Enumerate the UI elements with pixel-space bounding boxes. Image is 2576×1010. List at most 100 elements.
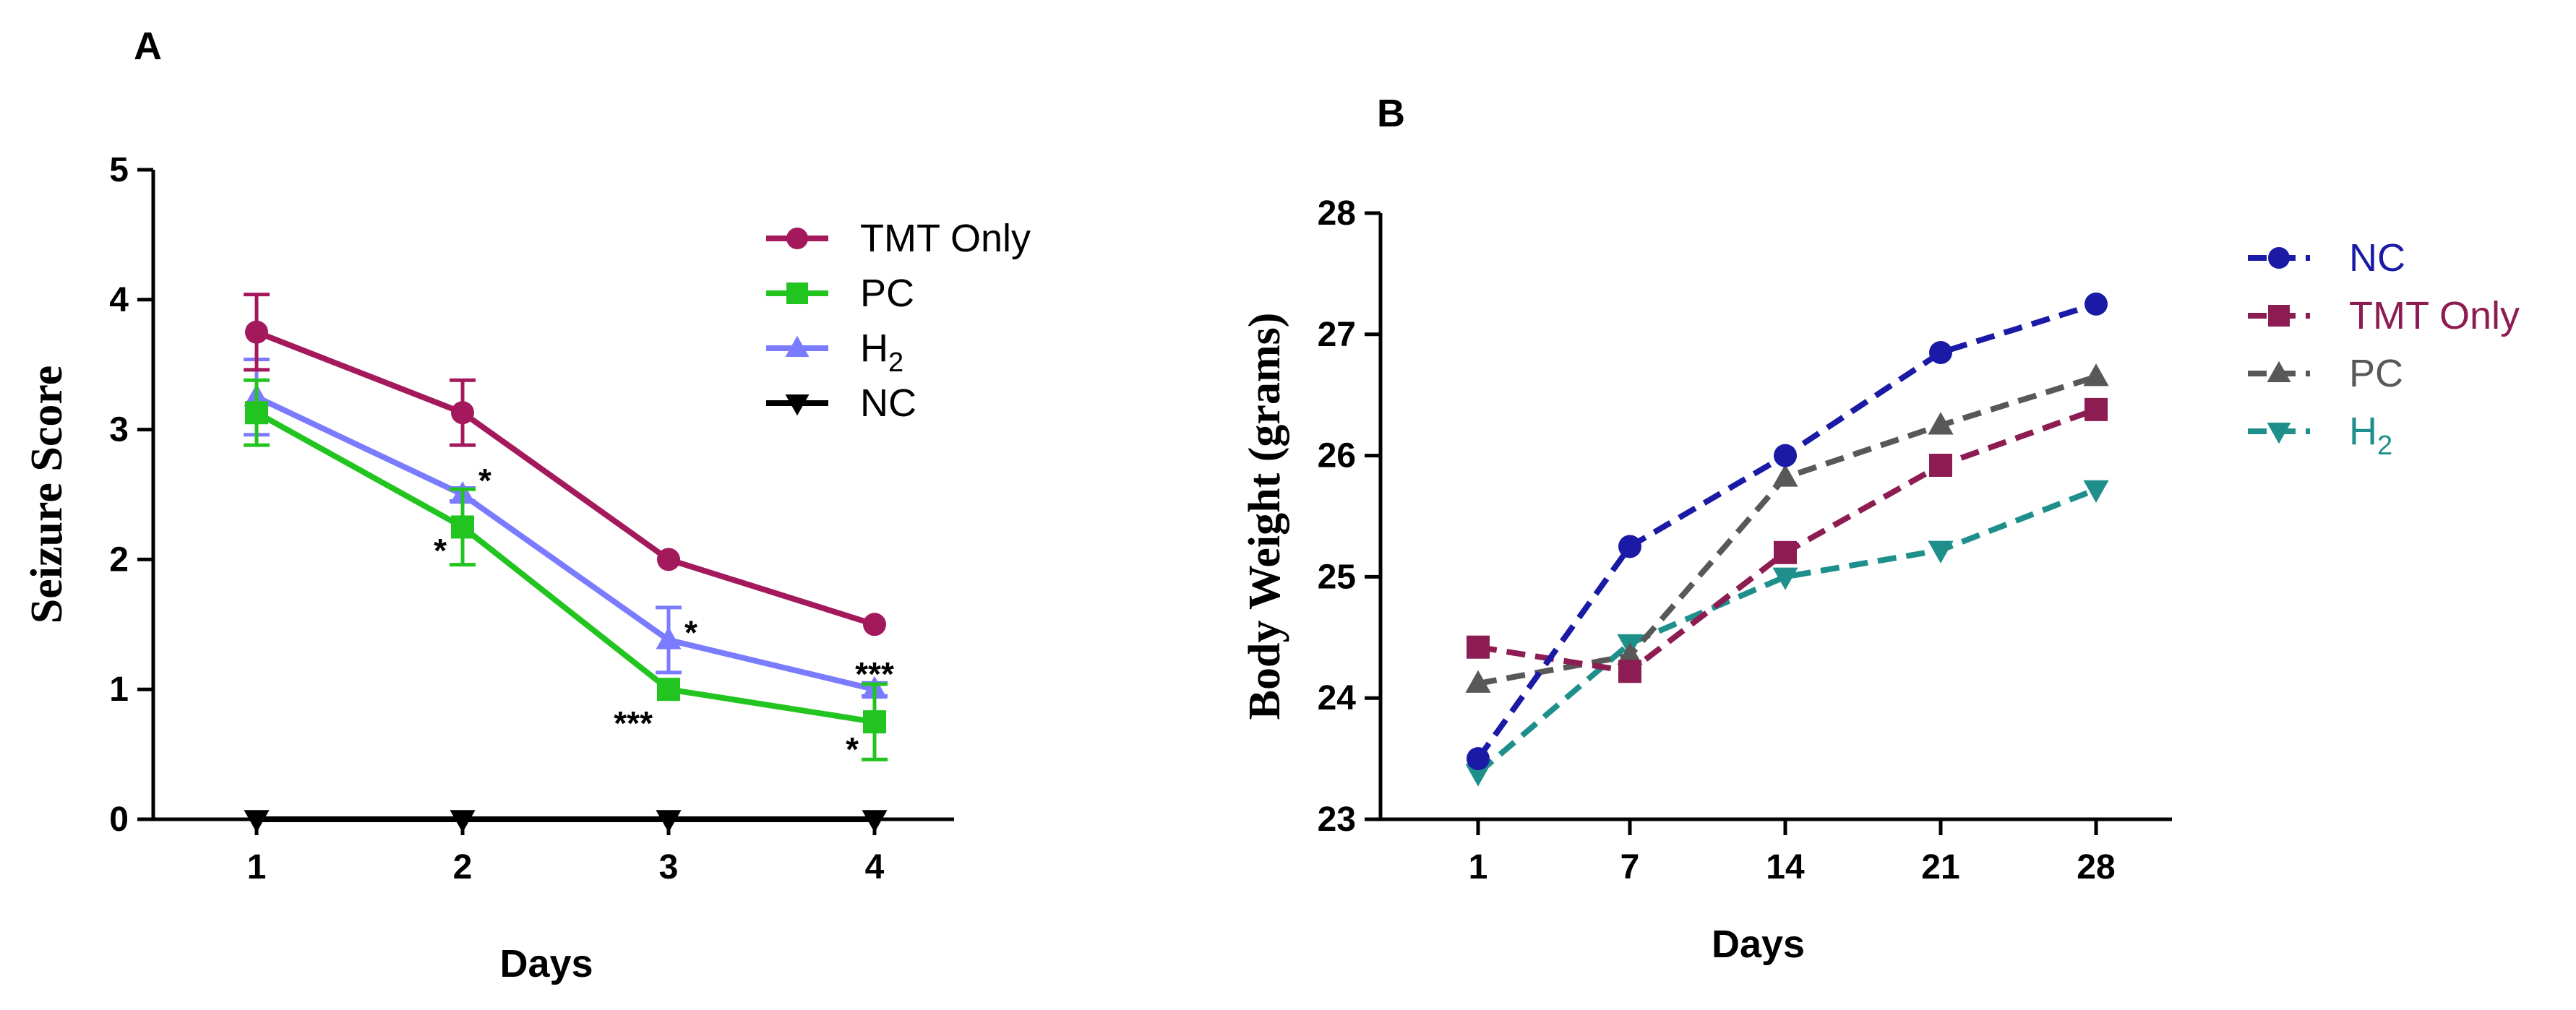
legend-label-text: H: [860, 327, 888, 370]
series-line: [1477, 374, 2098, 686]
legend-label: PC: [2349, 352, 2403, 395]
x-tick-label: 21: [1921, 848, 1959, 886]
series-line: [255, 410, 875, 725]
data-point: [1928, 412, 1954, 435]
data-point: [2083, 363, 2109, 387]
data-point: [862, 810, 888, 833]
data-point: [1465, 764, 1491, 787]
y-tick-label: 27: [1318, 316, 1356, 354]
data-point: [656, 810, 682, 833]
data-point: [1467, 635, 1490, 659]
x-tick-label: 2: [453, 848, 473, 886]
series-line: [255, 329, 876, 628]
y-tick-label: 0: [109, 800, 129, 839]
data-point: [450, 810, 476, 833]
significance-annotation: *: [846, 730, 859, 768]
series-line: [255, 394, 875, 693]
y-tick-label: 4: [109, 281, 129, 319]
significance-annotation: *: [434, 532, 447, 569]
y-tick-label: 3: [109, 411, 129, 449]
y-tick-label: 2: [109, 540, 129, 579]
data-point: [1467, 747, 1490, 771]
data-point: [1617, 642, 1643, 665]
legend-label-text: NC: [860, 381, 916, 425]
data-point: [2085, 397, 2108, 421]
data-point: [1774, 540, 1797, 564]
legend-swatch-marker: [2267, 361, 2291, 382]
panel-letter: A: [134, 25, 162, 68]
x-tick-label: 14: [1766, 848, 1805, 886]
legend-label-text: PC: [860, 272, 914, 315]
legend-item: TMT Only: [2248, 294, 2520, 337]
data-point: [244, 810, 270, 833]
legend-label: PC: [860, 272, 914, 315]
data-point: [451, 401, 474, 425]
data-point: [657, 548, 680, 571]
legend-label-text: NC: [2349, 236, 2405, 280]
series-tmt-only: [244, 293, 886, 636]
panel-b: B 23 24 25 26 27 28 1 7 14 21 28 Days Body Weight (gr…: [1240, 92, 2520, 966]
legend-label-subscript: 2: [2377, 431, 2392, 461]
legend-label: TMT Only: [860, 217, 1031, 260]
series-tmt-only: [1467, 397, 2108, 683]
legend-label: NC: [860, 381, 916, 425]
legend-label-text: PC: [2349, 352, 2403, 395]
data-point: [656, 626, 682, 649]
y-tick-label: 1: [109, 670, 129, 709]
legend-swatch-marker: [2267, 423, 2291, 444]
legend-item: H2: [2248, 410, 2392, 461]
series-nc: [244, 810, 888, 833]
y-tick-label: 5: [109, 151, 129, 189]
legend-swatch-marker: [2268, 305, 2290, 327]
series-nc: [1467, 292, 2108, 771]
legend-swatch-marker: [2268, 247, 2290, 269]
legend-label-text: H: [2349, 410, 2377, 453]
y-tick-label: 28: [1318, 194, 1356, 233]
series-h2: [244, 358, 888, 699]
significance-annotation: *: [684, 613, 697, 651]
data-point: [863, 710, 886, 734]
y-axis-label: Seizure Score: [22, 366, 72, 624]
legend-item: H2: [766, 327, 903, 378]
data-point: [245, 320, 268, 344]
x-axis-label: Days: [1712, 923, 1805, 966]
data-point: [1465, 670, 1491, 693]
y-tick-label: 24: [1318, 679, 1357, 717]
significance-annotation: *: [478, 462, 491, 499]
legend-label: NC: [2349, 236, 2405, 280]
data-point: [451, 515, 474, 539]
y-tick-label: 23: [1318, 800, 1356, 839]
legend-label-subscript: 2: [888, 348, 903, 378]
data-point: [1774, 444, 1797, 467]
legend-label: H2: [860, 327, 903, 378]
panel-letter: B: [1377, 92, 1405, 135]
significance-annotation: ***: [614, 704, 653, 742]
legend-item: PC: [2248, 352, 2403, 395]
data-point: [1772, 567, 1798, 590]
legend-label-text: TMT Only: [2349, 294, 2520, 337]
data-point: [245, 401, 268, 425]
data-point: [657, 678, 680, 702]
data-point: [1772, 464, 1798, 487]
data-point: [1618, 535, 1641, 558]
data-point: [863, 613, 886, 636]
y-tick-label: 26: [1318, 437, 1356, 475]
x-tick-label: 3: [659, 848, 679, 886]
legend-label-text: TMT Only: [860, 217, 1031, 260]
x-tick-label: 7: [1620, 848, 1640, 886]
legend-item: NC: [766, 381, 916, 425]
x-tick-label: 1: [1469, 848, 1488, 886]
y-axis-label: Body Weight (grams): [1240, 313, 1289, 720]
data-point: [1929, 454, 1952, 478]
series-line: [1476, 486, 2098, 776]
legend-swatch-marker: [785, 335, 810, 357]
series-h2: [1465, 480, 2109, 787]
legend-item: PC: [766, 272, 914, 315]
legend-swatch-marker: [786, 282, 808, 304]
legend-label: TMT Only: [2349, 294, 2520, 337]
legend: NC TMT Only PC H2: [2248, 236, 2520, 461]
legend-swatch-marker: [786, 228, 808, 249]
